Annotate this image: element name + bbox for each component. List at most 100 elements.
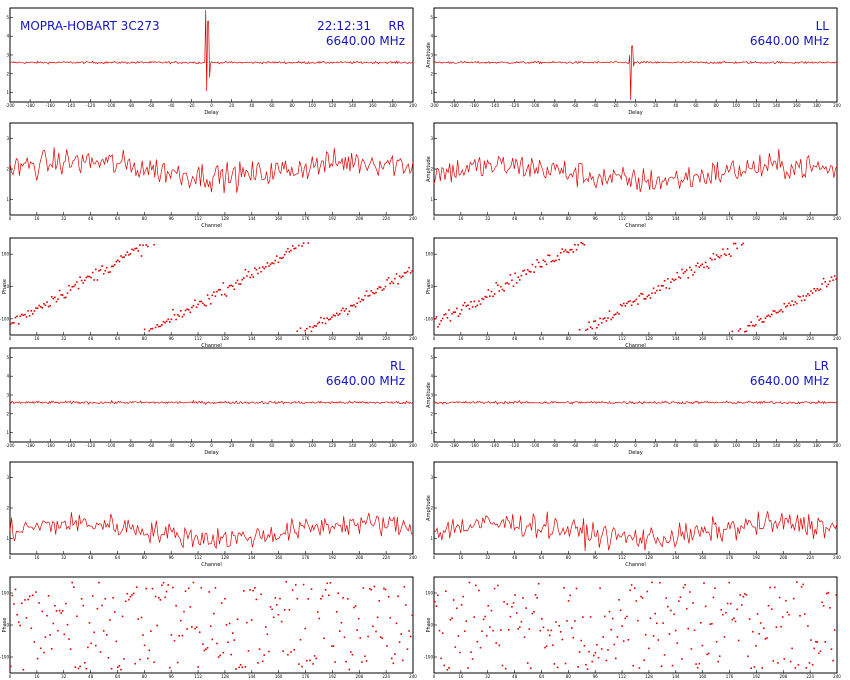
- panel-lr-phase-point: [608, 610, 611, 613]
- panel-lr-phase-point: [778, 596, 781, 599]
- panel-rr-phase-point: [213, 291, 215, 293]
- panel-rl-phase-point: [277, 614, 280, 616]
- panel-rr-phase-xtick-label: 32: [61, 336, 67, 341]
- panel-ll-phase-point: [476, 304, 479, 307]
- panel-ll-phase-point: [449, 320, 452, 322]
- panel-rl-phase-point: [205, 648, 207, 650]
- panel-ll-phase-point: [492, 295, 494, 298]
- panel-ll-amplitude-xtick-label: 96: [593, 216, 599, 221]
- panel-ll-phase-point: [435, 316, 438, 318]
- panel-ll-phase-point: [652, 287, 655, 290]
- panel-rl-phase-point: [378, 600, 380, 602]
- panel-lr-phase-point: [484, 615, 486, 618]
- panel-rr-phase-point: [17, 322, 20, 325]
- panel-rr-phase-point: [328, 318, 330, 321]
- panel-rr-amplitude-xtick-label: 144: [248, 216, 256, 221]
- panel-ll-amplitude-xtick-label: 16: [458, 216, 464, 221]
- panel-rr-delay-xtick-label: -140: [66, 103, 76, 108]
- panel-ll-phase-point: [552, 259, 554, 262]
- panel-ll-phase-point: [759, 318, 762, 320]
- panel-rr-amplitude-xtick-label: 0: [9, 216, 12, 221]
- panel-rl-phase-point: [55, 610, 58, 612]
- panel-rl-delay-ytick-label: 5: [6, 355, 9, 360]
- panel-rl-phase-point: [104, 598, 107, 600]
- panel-ll-phase-point: [671, 278, 674, 280]
- panel-lr-phase-point: [706, 653, 708, 656]
- panel-lr-phase-point: [537, 582, 540, 585]
- panel-rr-phase-point: [82, 282, 84, 284]
- panel-lr-phase-point: [520, 620, 523, 623]
- panel-lr-amplitude-xlabel: Channel: [625, 562, 646, 568]
- panel-rl-phase-point: [324, 589, 327, 591]
- panel-rr-delay-xtick-label: 0: [210, 103, 213, 108]
- panel-rr-phase-point: [88, 275, 91, 278]
- panel-lr-amplitude-xtick-label: 144: [672, 555, 680, 560]
- panel-lr-phase-point: [498, 644, 501, 647]
- panel-rl-phase-point: [36, 657, 39, 660]
- panel-rl-phase-point: [213, 612, 215, 615]
- panel-rr-phase-point: [238, 283, 240, 285]
- panel-rr-phase-point: [200, 300, 203, 303]
- panel-rl-phase-point: [397, 595, 399, 598]
- panel-rr-phase-point: [191, 306, 193, 309]
- panel-rr-phase-point: [309, 325, 311, 328]
- panel-rr-phase-point: [332, 314, 335, 316]
- panel-rl-phase-point: [131, 594, 133, 596]
- panel-rr-phase-point: [246, 275, 248, 277]
- panel-rl-delay-frame: [9, 347, 414, 443]
- panel-rr-phase-point: [176, 313, 179, 316]
- panel-ll-phase-frame: [433, 237, 838, 336]
- panel-ll-delay-ytick-label: 1: [430, 90, 433, 95]
- panel-lr-phase-point: [720, 609, 723, 611]
- panel-rr-phase-xtick-label: 96: [169, 336, 175, 341]
- panel-rr-phase-point: [172, 308, 174, 311]
- panel-rl-phase-point: [214, 587, 217, 589]
- panel-rr-amplitude-ytick-label: 2: [6, 167, 9, 172]
- panel-rr-phase-xtick-label: 48: [88, 336, 94, 341]
- panel-rl-phase-point: [276, 604, 278, 606]
- panel-lr-phase-point: [640, 595, 642, 598]
- panel-rr-phase-point: [153, 243, 155, 246]
- panel-ll-phase-point: [571, 248, 573, 251]
- panel-ll-phase-point: [463, 301, 466, 304]
- panel-rr-phase-point: [187, 309, 190, 311]
- panel-rl-delay-xtick-label: -40: [168, 443, 175, 448]
- panel-ll-phase-point: [767, 314, 770, 317]
- panel-lr-phase-point: [555, 621, 557, 623]
- panel-lr-amplitude-xtick-label: 112: [618, 555, 626, 560]
- panel-ll-delay-xtick-label: 120: [753, 103, 761, 108]
- panel-rl-phase-point: [280, 620, 283, 623]
- panel-lr-phase-point: [764, 638, 767, 640]
- panel-ll-phase-point: [657, 285, 660, 287]
- panel-rr-phase-point: [250, 273, 253, 276]
- panel-rr-phase-point: [274, 259, 277, 262]
- panel-ll-phase-point: [807, 293, 809, 295]
- panel-ll-phase-point: [665, 287, 667, 289]
- panel-rr-phase-point: [257, 272, 259, 275]
- panel-rr-delay-xtick-label: -120: [86, 103, 96, 108]
- panel-lr-phase-point: [567, 600, 570, 602]
- panel-lr-phase-frame: [433, 576, 838, 674]
- panel-rr-phase-point: [80, 279, 83, 282]
- panel-rr-phase-point: [271, 262, 273, 264]
- panel-ll-phase-point: [548, 254, 551, 257]
- panel-rl-phase-point: [265, 626, 267, 628]
- panel-rr-phase-point: [181, 315, 184, 318]
- panel-lr-phase-point: [632, 664, 634, 667]
- panel-ll-phase-point: [723, 253, 726, 255]
- panel-rl-phase-point: [165, 590, 168, 593]
- panel-ll-delay-frequency: 6640.00 MHz: [750, 34, 829, 48]
- panel-lr-phase-point: [810, 639, 812, 641]
- panel-lr-phase-point: [730, 602, 732, 605]
- panel-rr-phase-point: [351, 305, 354, 307]
- panel-ll-phase-point: [714, 258, 716, 261]
- panel-rr-phase-point: [400, 276, 402, 279]
- panel-rr-phase-xtick-label: 144: [248, 336, 256, 341]
- panel-lr-phase-point: [816, 641, 819, 643]
- panel-rr-amplitude-frame: [9, 122, 414, 216]
- panel-ll-phase-xtick-label: 16: [458, 336, 464, 341]
- panel-ll-phase-point: [778, 310, 781, 312]
- panel-lr-phase-point: [667, 605, 669, 608]
- panel-rr-phase-point: [364, 294, 366, 297]
- panel-lr-phase-point: [742, 595, 745, 598]
